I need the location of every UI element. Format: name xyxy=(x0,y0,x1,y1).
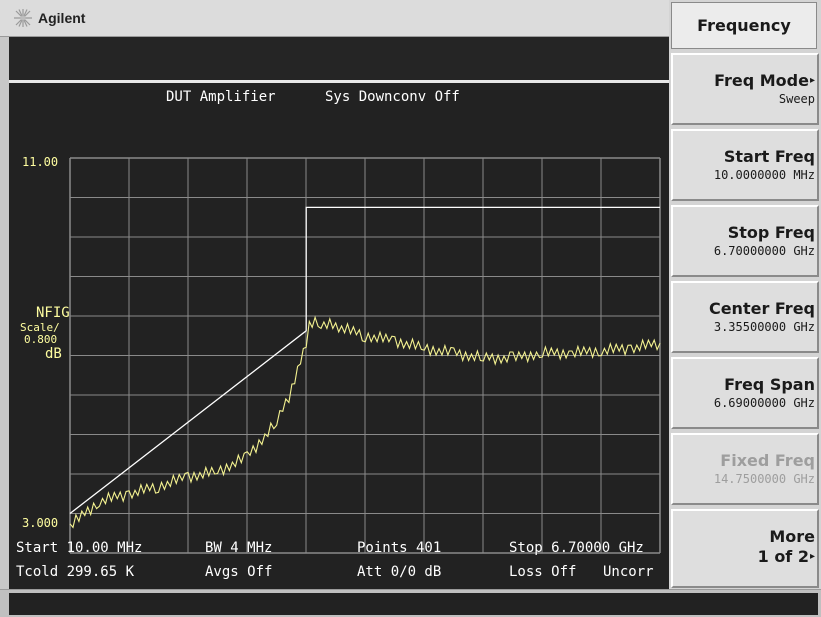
band-divider xyxy=(9,80,669,83)
more-softkey[interactable]: More 1 of 2▸ xyxy=(671,509,819,588)
freq-mode-softkey[interactable]: Freq Mode▸ Sweep xyxy=(671,53,819,125)
more-label: More xyxy=(769,527,815,546)
reference-top-value: 11.00 xyxy=(22,155,59,169)
submenu-arrow-icon: ▸ xyxy=(809,551,815,562)
more-page-text: 1 of 2 xyxy=(757,547,809,566)
cold-temperature-readout: Tcold 299.65 K xyxy=(16,564,135,580)
start-freq-value: 10.0000000 MHz xyxy=(713,168,815,182)
message-band xyxy=(9,37,669,80)
center-freq-value: 3.35500000 GHz xyxy=(713,320,815,334)
freq-mode-value: Sweep xyxy=(778,92,815,106)
reference-bottom-value: 3.000 xyxy=(22,516,59,530)
scale-value: 0.800 xyxy=(24,333,58,346)
trace-layer xyxy=(69,206,661,529)
center-freq-label: Center Freq xyxy=(708,299,815,318)
stop-frequency-readout: Stop 6.70000 GHz xyxy=(509,540,644,556)
agilent-spark-icon xyxy=(14,9,32,27)
menu-title: Frequency xyxy=(671,2,817,49)
loss-compensation-readout: Loss Off xyxy=(509,564,577,580)
averaging-readout: Avgs Off xyxy=(205,564,273,580)
stop-freq-value: 6.70000000 GHz xyxy=(713,244,815,258)
start-frequency-readout: Start 10.00 MHz xyxy=(16,540,143,556)
status-line xyxy=(9,593,818,615)
reference-trace xyxy=(69,206,660,515)
stop-freq-label: Stop Freq xyxy=(727,223,815,242)
brand-name: Agilent xyxy=(38,10,86,26)
measurement-display: DUT Amplifier Sys Downconv Off 11.00 NFI… xyxy=(9,37,669,589)
bandwidth-readout: BW 4 MHz xyxy=(205,540,273,556)
points-readout: Points 401 xyxy=(357,540,442,556)
fixed-freq-softkey[interactable]: Fixed Freq 14.7500000 GHz xyxy=(671,433,819,505)
nfig-graph xyxy=(69,157,661,554)
scale-unit: dB xyxy=(45,346,62,362)
stop-freq-softkey[interactable]: Stop Freq 6.70000000 GHz xyxy=(671,205,819,277)
downconverter-status: Sys Downconv Off xyxy=(325,89,460,105)
scale-label: Scale/ xyxy=(20,321,60,334)
attenuation-readout: Att 0/0 dB xyxy=(357,564,442,580)
parameter-label: NFIG xyxy=(36,305,70,321)
fixed-freq-value: 14.7500000 GHz xyxy=(713,472,815,486)
fixed-freq-label: Fixed Freq xyxy=(720,451,815,470)
nfig-trace xyxy=(69,315,661,529)
freq-span-label: Freq Span xyxy=(724,375,815,394)
dut-title: DUT Amplifier xyxy=(166,89,276,105)
freq-mode-text: Freq Mode xyxy=(714,71,809,90)
brand-logo: Agilent xyxy=(12,8,85,28)
title-bar: Agilent xyxy=(0,0,669,37)
status-bar xyxy=(0,589,821,617)
start-freq-softkey[interactable]: Start Freq 10.0000000 MHz xyxy=(671,129,819,201)
freq-mode-label: Freq Mode▸ xyxy=(673,71,815,91)
freq-span-softkey[interactable]: Freq Span 6.69000000 GHz xyxy=(671,357,819,429)
submenu-arrow-icon: ▸ xyxy=(809,75,815,86)
start-freq-label: Start Freq xyxy=(723,147,815,166)
freq-span-value: 6.69000000 GHz xyxy=(713,396,815,410)
center-freq-softkey[interactable]: Center Freq 3.35500000 GHz xyxy=(671,281,819,353)
softkey-panel: Frequency Freq Mode▸ Sweep Start Freq 10… xyxy=(669,0,821,589)
graticule xyxy=(69,157,661,554)
correction-status: Uncorr xyxy=(603,564,654,580)
more-page-label: 1 of 2▸ xyxy=(673,547,815,567)
